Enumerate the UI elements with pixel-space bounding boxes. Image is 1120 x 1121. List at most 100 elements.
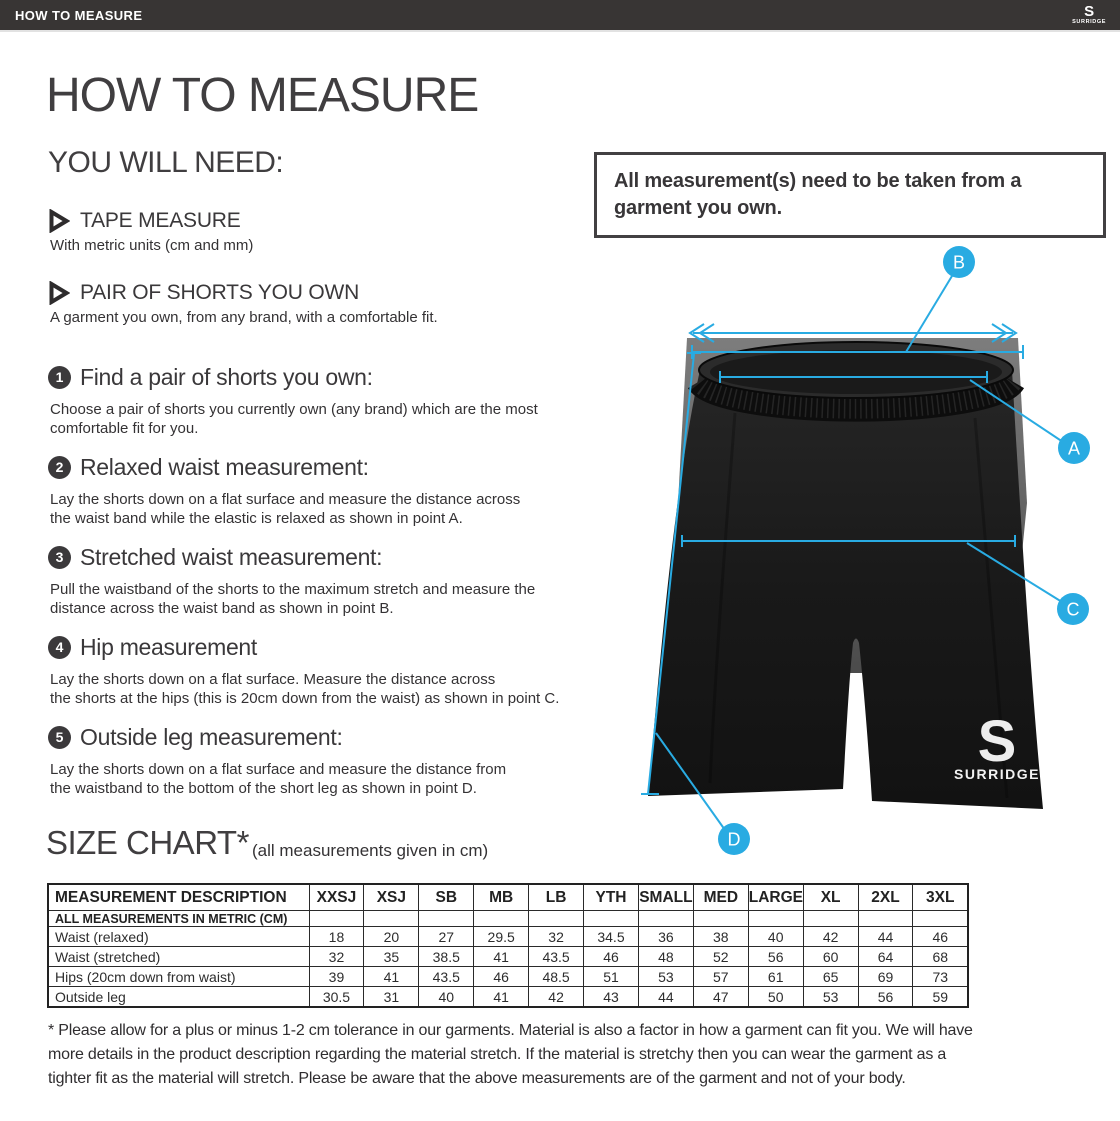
size-table-body: ALL MEASUREMENTS IN METRIC (CM) Waist (re…: [47, 910, 969, 1008]
callout-box: All measurement(s) need to be taken from…: [594, 152, 1106, 238]
column-header-size: XSJ: [363, 883, 420, 911]
step-body-line: Pull the waistband of the shorts to the …: [50, 581, 536, 598]
size-value: 61: [747, 966, 804, 987]
size-value: 46: [912, 926, 969, 947]
column-header-size: 2XL: [857, 883, 914, 911]
surridge-s-icon: S: [1084, 3, 1095, 21]
step-number-badge: 5: [48, 726, 71, 749]
need-item-label: PAIR OF SHORTS YOU OWN: [80, 281, 360, 304]
size-chart-heading: SIZE CHART*: [46, 824, 249, 861]
fabric-fold: [708, 412, 737, 784]
triangle-bullet-icon: [49, 209, 70, 233]
size-value: 34.5: [583, 926, 639, 947]
step-body-line: distance across the waist band as shown …: [50, 600, 394, 617]
step-body-line: Lay the shorts down on a flat surface an…: [50, 491, 521, 508]
empty-cell: [363, 910, 420, 927]
garment-logo-s-icon: S: [978, 709, 1017, 774]
step-number-badge: 1: [48, 366, 71, 389]
step-1: 1 Find a pair of shorts you own: Choose …: [48, 364, 608, 438]
label-circle-A: [1058, 432, 1090, 464]
column-header-size: SB: [418, 883, 475, 911]
step-5: 5 Outside leg measurement: Lay the short…: [48, 724, 608, 798]
size-value: 51: [583, 966, 639, 987]
column-header-size: YTH: [583, 883, 639, 911]
column-header-measurement-description: MEASUREMENT DESCRIPTION: [47, 883, 310, 911]
top-bar-title: HOW TO MEASURE: [15, 7, 143, 23]
size-value: 53: [802, 986, 859, 1008]
size-value: 56: [857, 986, 914, 1008]
label-B: B: [953, 253, 965, 273]
size-value: 40: [747, 926, 804, 947]
step-3: 3 Stretched waist measurement: Pull the …: [48, 544, 608, 618]
footnote-line: more details in the product description …: [48, 1046, 947, 1063]
page-title: HOW TO MEASURE: [46, 69, 479, 122]
row-label: Hips (20cm down from waist): [47, 966, 310, 987]
column-header-size: MED: [692, 883, 749, 911]
need-item-description: A garment you own, from any brand, with …: [50, 309, 438, 326]
step-number-badge: 3: [48, 546, 71, 569]
size-value: 64: [857, 946, 914, 967]
size-value: 40: [418, 986, 475, 1008]
label-circle-D: [718, 823, 750, 855]
size-value: 50: [747, 986, 804, 1008]
size-chart-row: Waist (relaxed) 18 20 27 29.5 32 34.5 36 38 40 42 4…: [47, 926, 969, 947]
empty-cell: [637, 910, 694, 927]
leader-line-D: [655, 732, 726, 831]
shorts-measurement-diagram: S SURRIDGE B A C D: [641, 246, 1090, 855]
step-number-badge: 2: [48, 456, 71, 479]
size-value: 32: [308, 946, 365, 967]
step-number-badge: 4: [48, 636, 71, 659]
column-header-size: LARGE: [747, 883, 804, 911]
size-value: 48: [637, 946, 694, 967]
size-value: 44: [637, 986, 694, 1008]
size-value: 43.5: [528, 946, 585, 967]
empty-cell: [583, 910, 639, 927]
row-label: Outside leg: [47, 986, 310, 1008]
step-body-line: the waist band while the elastic is rela…: [50, 510, 463, 527]
size-value: 46: [473, 966, 530, 987]
top-bar: HOW TO MEASURE S SURRIDGE: [0, 0, 1120, 30]
measurement-lines: [641, 275, 1064, 831]
empty-cell: [308, 910, 365, 927]
empty-cell: [912, 910, 969, 927]
size-value: 48.5: [528, 966, 585, 987]
leader-line-A: [969, 379, 1064, 443]
garment-logo-text: SURRIDGE: [954, 766, 1040, 782]
fabric-fold: [973, 417, 1009, 799]
column-header-size: MB: [473, 883, 530, 911]
size-value: 18: [308, 926, 365, 947]
size-value: 59: [912, 986, 969, 1008]
size-value: 32: [528, 926, 585, 947]
empty-cell: [528, 910, 585, 927]
step-heading: Outside leg measurement:: [80, 724, 343, 750]
step-body: Lay the shorts down on a flat surface an…: [50, 760, 608, 798]
size-value: 35: [363, 946, 420, 967]
leader-line-C: [966, 542, 1063, 603]
row-label: Waist (relaxed): [47, 926, 310, 947]
step-heading: Hip measurement: [80, 634, 258, 660]
empty-cell: [473, 910, 530, 927]
size-value: 20: [363, 926, 420, 947]
step-body-line: comfortable fit for you.: [50, 420, 199, 437]
need-item-description: With metric units (cm and mm): [50, 237, 254, 254]
size-value: 57: [692, 966, 749, 987]
measure-line-A: [719, 371, 988, 383]
step-body: Choose a pair of shorts you currently ow…: [50, 400, 608, 438]
shorts-image: S SURRIDGE: [648, 338, 1043, 809]
leader-line-B: [905, 275, 953, 353]
metric-note-cell: ALL MEASUREMENTS IN METRIC (CM): [47, 910, 310, 927]
empty-cell: [802, 910, 859, 927]
waist-opening-inner: [710, 350, 1002, 394]
measure-line-D: [641, 352, 701, 795]
column-header-size: LB: [528, 883, 585, 911]
footnote-line: * Please allow for a plus or minus 1-2 c…: [48, 1022, 973, 1039]
size-value: 41: [363, 966, 420, 987]
size-value: 41: [473, 946, 530, 967]
row-label: Waist (stretched): [47, 946, 310, 967]
metric-note-row: ALL MEASUREMENTS IN METRIC (CM): [47, 910, 969, 927]
surridge-logo-text: SURRIDGE: [1072, 19, 1106, 26]
size-value: 60: [802, 946, 859, 967]
step-body-line: Lay the shorts down on a flat surface. M…: [50, 671, 496, 688]
size-value: 42: [802, 926, 859, 947]
need-item-shorts: PAIR OF SHORTS YOU OWN A garment you own…: [48, 281, 588, 326]
